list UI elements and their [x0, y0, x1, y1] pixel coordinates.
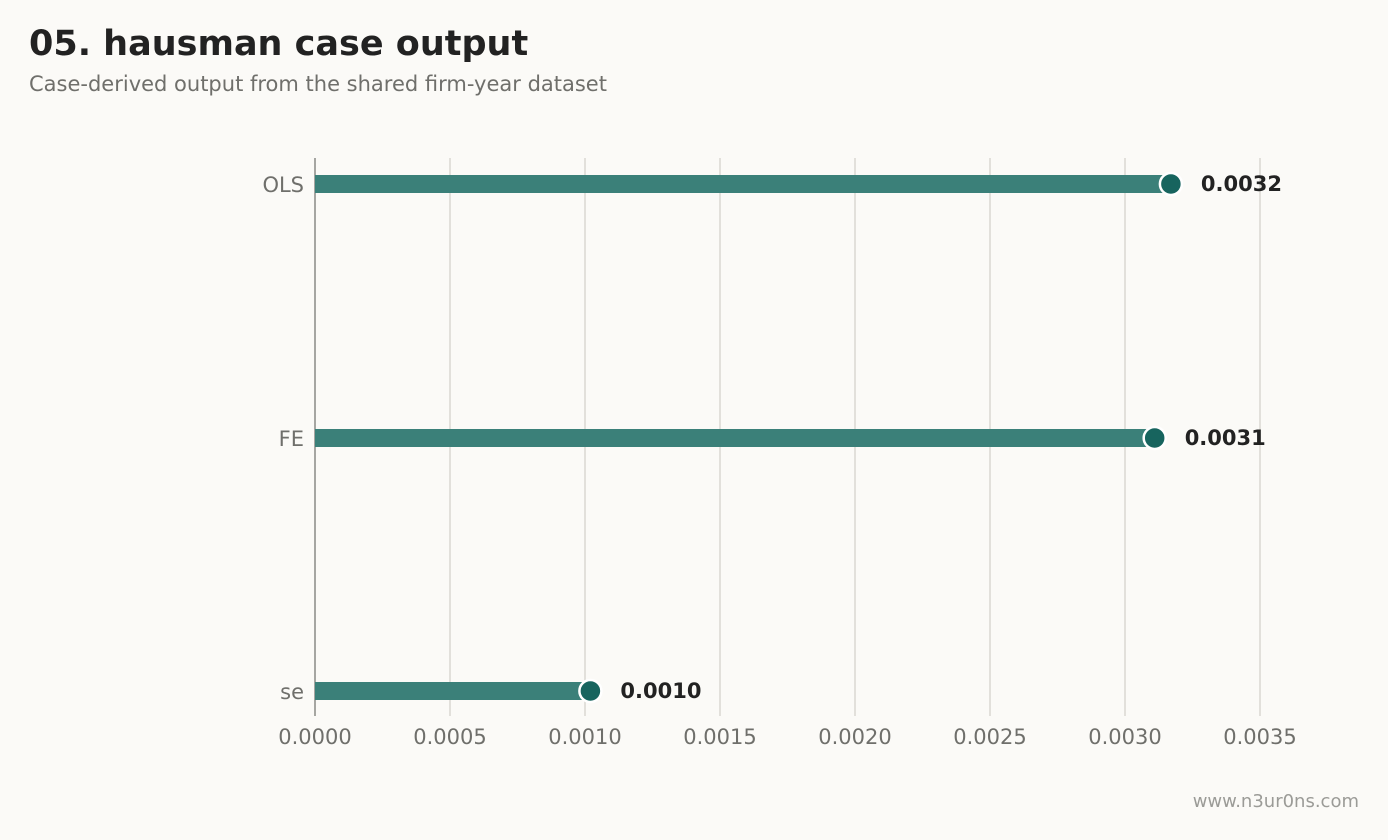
- x-tick-label: 0.0030: [1088, 725, 1161, 749]
- bar-end-dot: [578, 678, 603, 704]
- bar: [315, 429, 1155, 447]
- x-tick-label: 0.0005: [413, 725, 486, 749]
- value-label: 0.0031: [1185, 426, 1266, 450]
- x-tick-label: 0.0035: [1223, 725, 1296, 749]
- x-tick-label: 0.0000: [278, 725, 351, 749]
- bar: [315, 175, 1171, 193]
- x-tick-label: 0.0020: [818, 725, 891, 749]
- footer-credit: www.n3ur0ns.com: [1192, 791, 1359, 812]
- category-label: OLS: [262, 173, 304, 197]
- bar-end-dot: [1158, 171, 1184, 197]
- x-tick-label: 0.0010: [548, 725, 621, 749]
- value-label: 0.0032: [1201, 172, 1282, 196]
- value-label: 0.0010: [620, 679, 701, 703]
- category-label: FE: [279, 427, 304, 451]
- x-tick-label: 0.0015: [683, 725, 756, 749]
- x-tick-label: 0.0025: [953, 725, 1026, 749]
- bars: [315, 171, 1184, 704]
- bar-end-dot: [1142, 425, 1167, 451]
- chart-subtitle: Case-derived output from the shared firm…: [29, 72, 607, 96]
- chart-title: 05. hausman case output: [29, 24, 529, 64]
- category-label: se: [280, 680, 304, 704]
- labels: 0.0000 0.0005 0.0010 0.0015 0.0020 0.0025 0.00…: [262, 172, 1296, 749]
- bar: [315, 682, 591, 700]
